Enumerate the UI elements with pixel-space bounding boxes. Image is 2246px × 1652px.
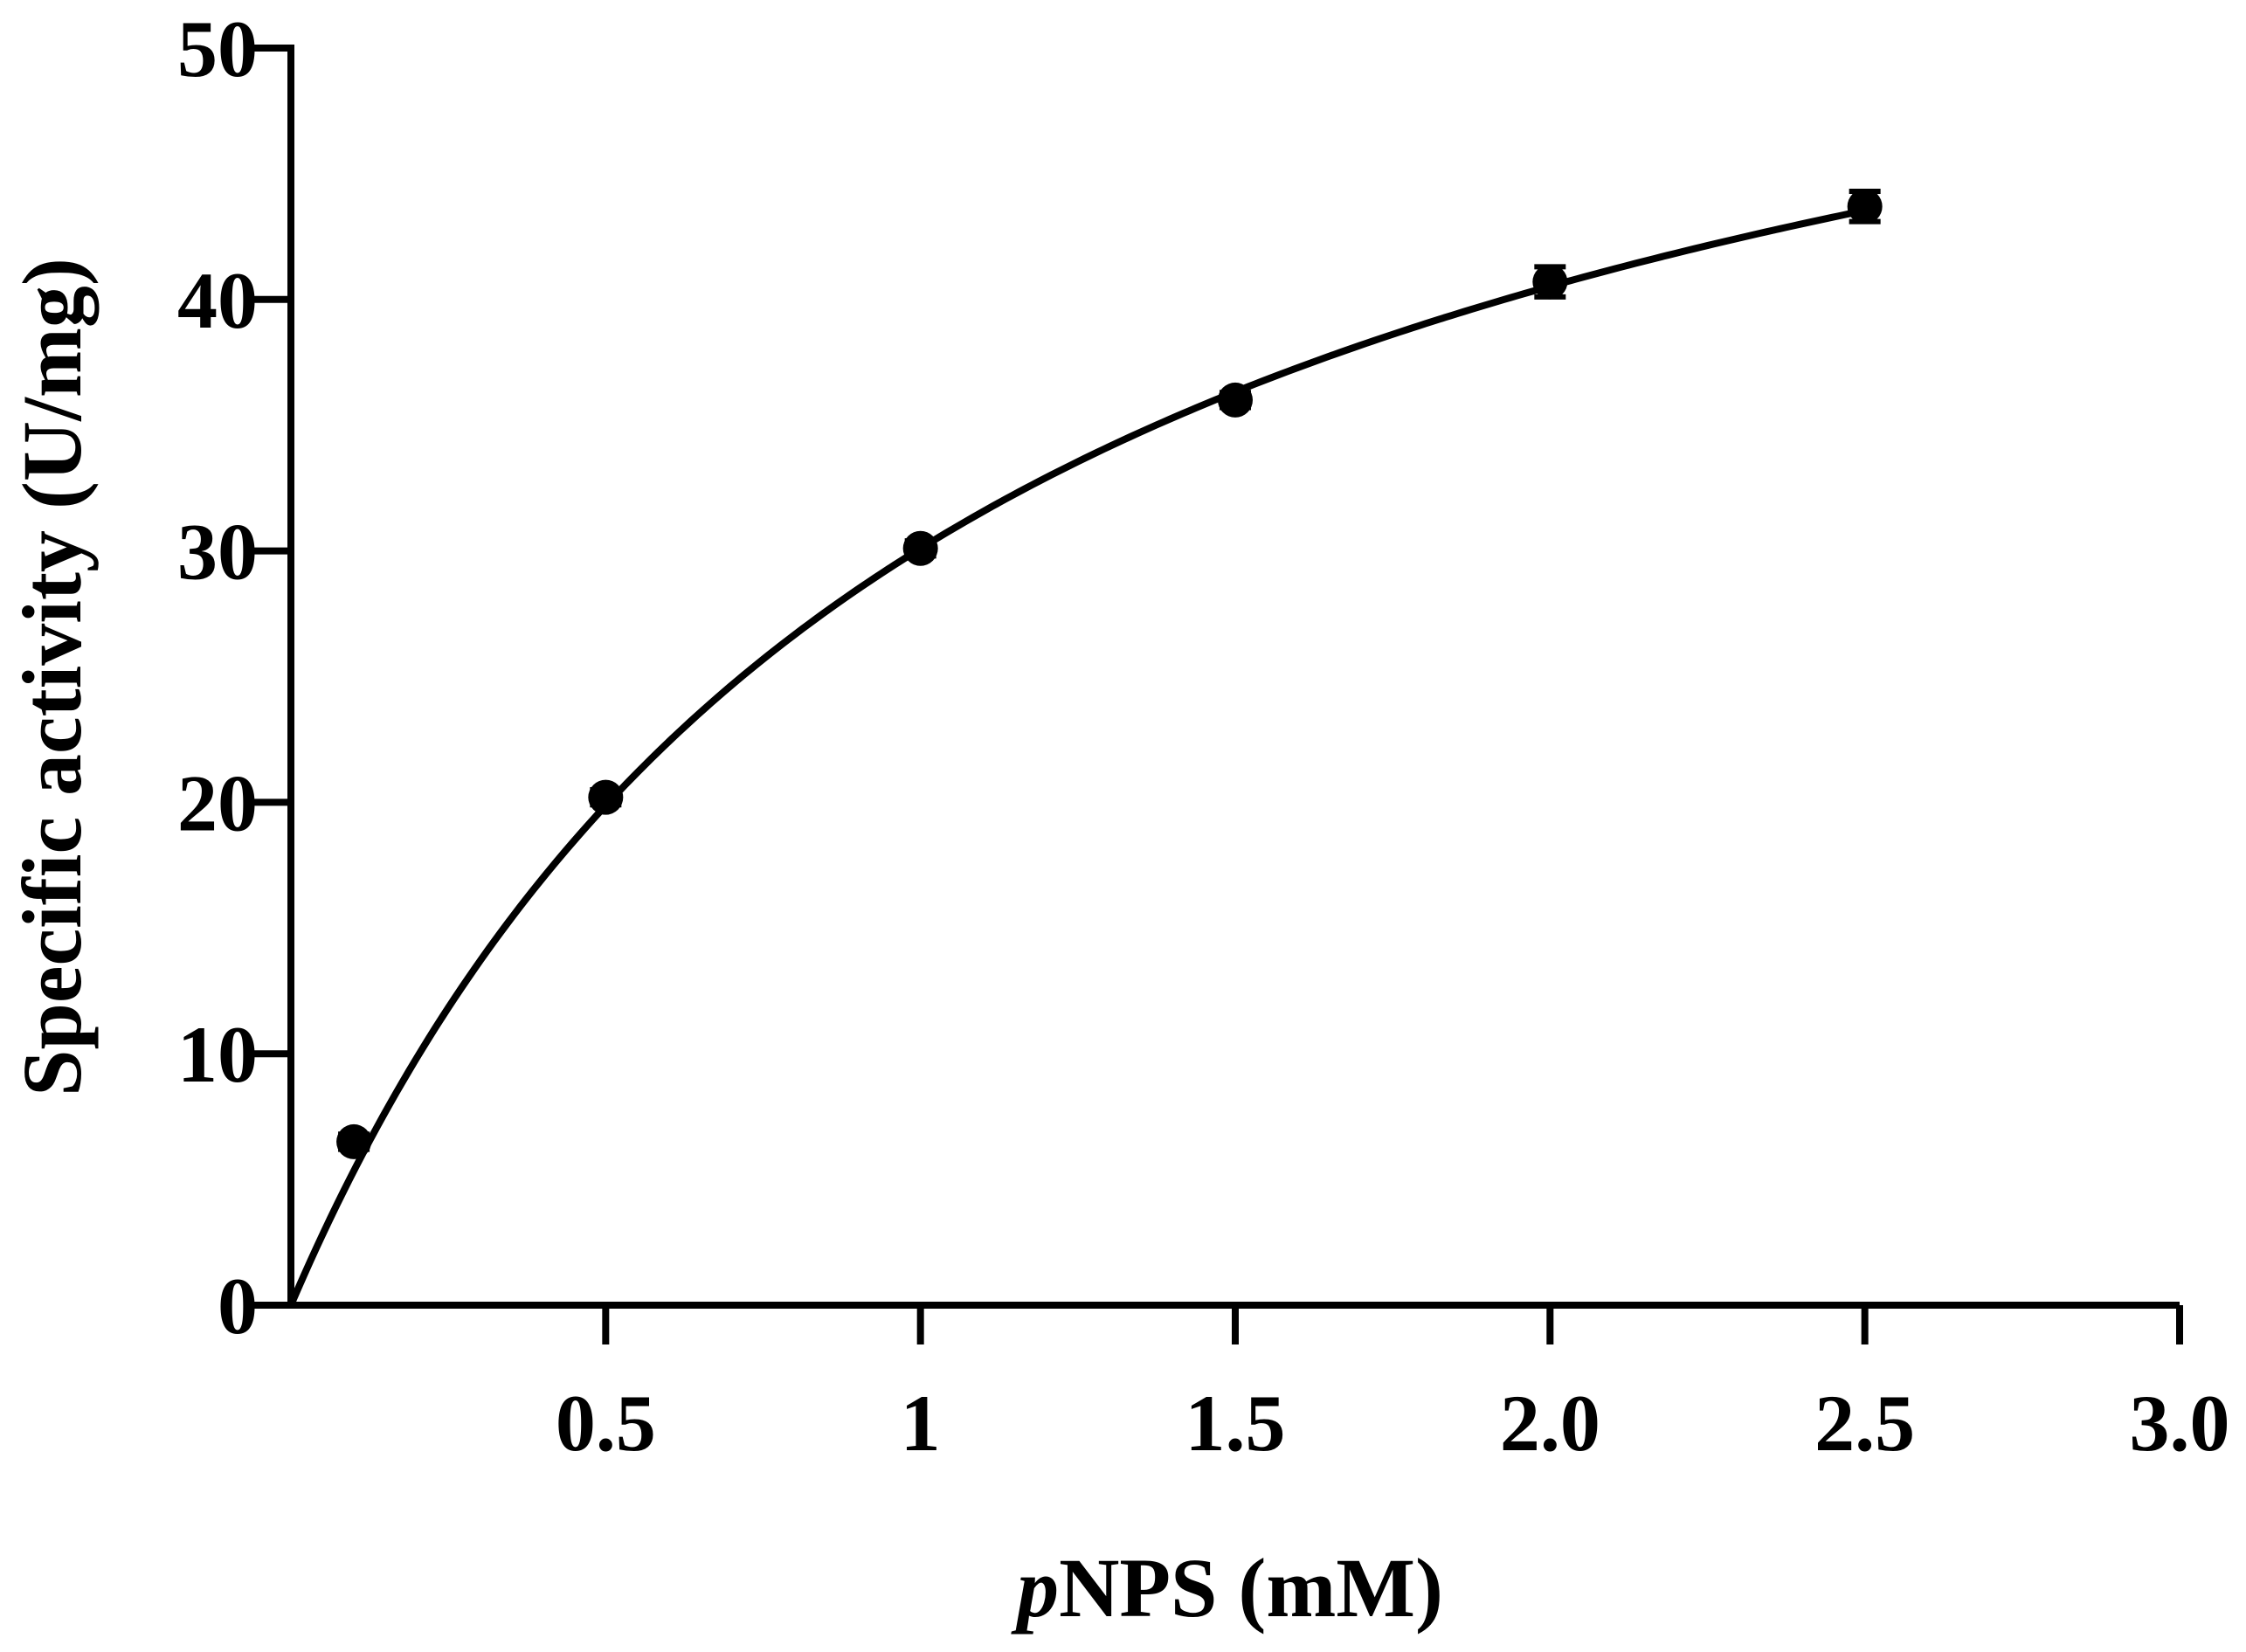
error-bars [338,189,1881,1152]
x-axis-title-rest: NPS (mM) [1059,1541,1443,1635]
y-axis-title: Specific activity (U/mg) [5,258,99,1096]
axes [287,45,2180,1309]
data-point [336,1123,372,1159]
x-axis-title: pNPS (mM) [1011,1541,1443,1635]
x-axis-ticks: 0.5 1 1.5 2.0 2.5 3.0 [556,1305,2230,1468]
data-point [1532,264,1568,300]
y-tick-label: 0 [218,1261,258,1351]
x-tick-label: 1.5 [1185,1379,1286,1468]
data-point [1218,382,1253,418]
data-point [588,779,624,815]
fit-curve [287,206,1869,1309]
y-tick-label: 20 [177,758,258,847]
data-point [902,530,938,566]
x-tick-label: 2.5 [1814,1379,1915,1468]
y-tick-label: 50 [177,4,258,93]
data-points [336,189,1883,1159]
x-tick-label: 2.0 [1500,1379,1600,1468]
x-tick-label: 3.0 [2130,1379,2230,1468]
x-axis-title-italic: p [1011,1541,1059,1635]
x-tick-label: 0.5 [556,1379,656,1468]
data-point [1847,189,1883,225]
fit-curve-layer [287,206,1869,1309]
y-tick-label: 40 [177,256,258,345]
x-tick-label: 1 [901,1379,941,1468]
y-axis-ticks: 0 10 20 30 40 50 [177,4,291,1351]
y-tick-label: 10 [177,1010,258,1099]
y-tick-label: 30 [177,508,258,597]
